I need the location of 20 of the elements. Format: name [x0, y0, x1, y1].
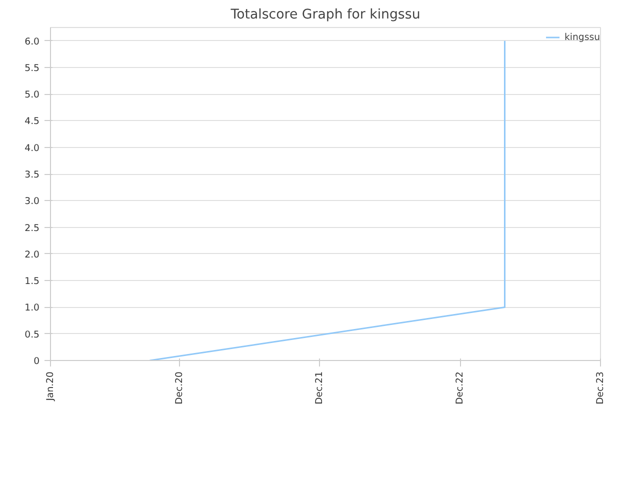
y-tick-label: 4.5 [24, 116, 40, 128]
y-tick-label: 4.0 [24, 142, 40, 154]
y-tick-label: 6.0 [24, 36, 40, 48]
x-tick-label: Dec.22 [454, 371, 466, 404]
y-tick-label: 1.5 [24, 276, 40, 288]
x-tick-label: Jan.20 [45, 371, 56, 402]
x-tick-label: Dec.20 [174, 371, 185, 404]
y-tick-label: 3.0 [24, 196, 40, 208]
y-tick-label: 0.5 [24, 329, 40, 340]
x-tick-label: Dec.23 [595, 371, 606, 404]
y-tick-label: 3.5 [24, 170, 40, 181]
y-tick-label: 0 [34, 356, 40, 367]
x-tick-label: Dec.21 [314, 371, 326, 404]
legend-label: kingssu [564, 32, 600, 42]
y-tick-label: 1.0 [24, 302, 40, 314]
y-tick-label: 5.0 [24, 90, 40, 101]
chart-title: Totalscore Graph for kingssu [230, 8, 420, 22]
y-tick-label: 5.5 [24, 62, 40, 74]
y-tick-label: 2.0 [24, 249, 40, 260]
y-tick-label: 2.5 [24, 222, 40, 234]
